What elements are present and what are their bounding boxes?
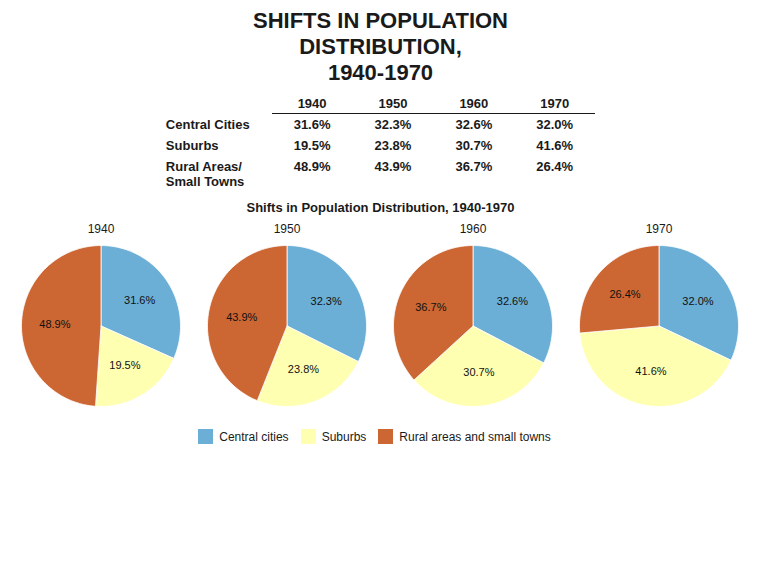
svg-text:19.5%: 19.5% [109, 359, 140, 371]
html-text:19.5%: 19.5% [293, 138, 331, 153]
html-text:32.3%: 32.3% [374, 117, 412, 132]
svg-text:36.7%: 36.7% [415, 301, 446, 313]
svg-text:1950: 1950 [274, 222, 301, 236]
html-text:Central cities: Central cities [219, 429, 289, 444]
html-text:Shifts in Population Distribut: Shifts in Population Distribution, 1940-… [246, 200, 515, 215]
svg-text:32.0%: 32.0% [682, 295, 713, 307]
svg-text:43.9%: 43.9% [226, 311, 257, 323]
html-text:43.9%: 43.9% [374, 159, 412, 174]
svg-text:32.3%: 32.3% [311, 295, 342, 307]
svg-text:41.6%: 41.6% [635, 365, 666, 377]
html-text:Suburbs: Suburbs [165, 138, 219, 153]
html-text:SHIFTS IN POPULATION: SHIFTS IN POPULATION [253, 8, 508, 33]
html-text:30.7%: 30.7% [455, 138, 493, 153]
html-text:26.4%: 26.4% [536, 159, 574, 174]
html-text:1940-1970: 1940-1970 [327, 60, 434, 85]
html-text:1960: 1960 [459, 96, 489, 111]
svg-text:31.6%: 31.6% [124, 294, 155, 306]
html-text:Suburbs: Suburbs [321, 429, 367, 444]
html-text:Central Cities: Central Cities [165, 116, 250, 132]
html-text:31.6%: 31.6% [293, 117, 331, 132]
html-text:Rural areas and small towns: Rural areas and small towns [399, 429, 551, 444]
svg-text:26.4%: 26.4% [609, 288, 640, 300]
html-text:1940: 1940 [297, 96, 327, 111]
html-text:32.6%: 32.6% [455, 117, 493, 132]
html-text:32.0%: 32.0% [536, 117, 574, 132]
svg-text:1960: 1960 [460, 222, 487, 236]
html-text:Rural Areas/: Rural Areas/ [165, 159, 242, 174]
html-text:23.8%: 23.8% [374, 138, 412, 153]
svg-text:1940: 1940 [88, 222, 115, 236]
svg-text:23.8%: 23.8% [288, 363, 319, 375]
html-text:Small Towns: Small Towns [165, 174, 245, 189]
html-text:36.7%: 36.7% [455, 159, 493, 174]
svg-text:48.9%: 48.9% [39, 318, 70, 330]
html-text:DISTRIBUTION,: DISTRIBUTION, [299, 34, 462, 59]
svg-text:30.7%: 30.7% [463, 366, 494, 378]
html-text:41.6%: 41.6% [536, 138, 574, 153]
svg-text:1970: 1970 [646, 222, 673, 236]
html-text:1950: 1950 [378, 96, 408, 111]
html-text:48.9%: 48.9% [293, 159, 331, 174]
html-text:1970: 1970 [540, 96, 570, 111]
svg-text:32.6%: 32.6% [497, 295, 528, 307]
